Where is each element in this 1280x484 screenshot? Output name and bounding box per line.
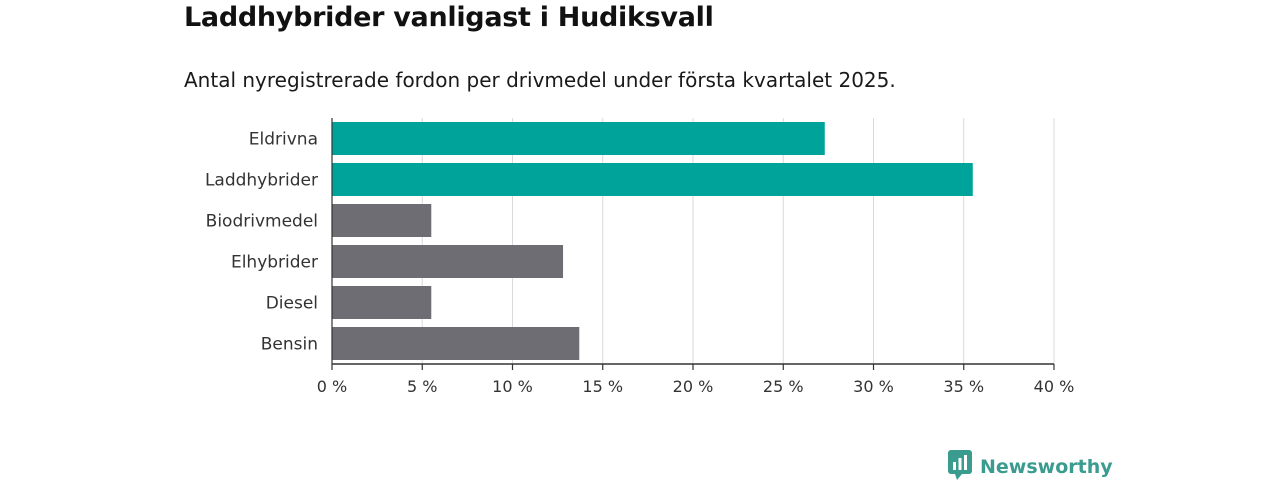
x-axis: 0 % 5 % 10 % 15 % 20 % 25 % 30 % 35 % 40 %	[317, 118, 1075, 396]
category-label: Eldrivna	[249, 130, 318, 150]
bar-bensin	[332, 327, 580, 360]
category-label: Biodrivmedel	[206, 212, 318, 232]
chart-subtitle: Antal nyregistrerade fordon per drivmede…	[184, 68, 896, 92]
x-tick-label: 0 %	[317, 377, 347, 396]
newsworthy-logo-icon	[948, 450, 972, 484]
category-label: Elhybrider	[231, 253, 318, 273]
x-tick-label: 40 %	[1034, 377, 1075, 396]
bar-eldrivna	[332, 122, 825, 155]
x-tick-label: 5 %	[407, 377, 437, 396]
brand-logo: Newsworthy	[948, 450, 1113, 484]
x-tick-label: 25 %	[763, 377, 804, 396]
brand-name: Newsworthy	[980, 456, 1113, 478]
grid-lines	[421, 118, 1055, 364]
bar-laddhybrider	[332, 163, 973, 196]
x-tick-label: 20 %	[673, 377, 714, 396]
x-tick-label: 30 %	[853, 377, 894, 396]
bars	[332, 122, 973, 360]
category-label: Laddhybrider	[205, 171, 318, 191]
category-label: Diesel	[266, 294, 318, 314]
bar-elhybrider	[332, 245, 564, 278]
x-tick-label: 15 %	[582, 377, 623, 396]
category-labels: Eldrivna Laddhybrider Biodrivmedel Elhybrid…	[205, 130, 318, 355]
bar-diesel	[332, 286, 432, 319]
x-tick-label: 35 %	[943, 377, 984, 396]
category-label: Bensin	[261, 335, 318, 355]
bar-biodrivmedel	[332, 204, 432, 237]
x-tick-label: 10 %	[492, 377, 533, 396]
chart-title: Laddhybrider vanligast i Hudiksvall	[184, 2, 714, 33]
